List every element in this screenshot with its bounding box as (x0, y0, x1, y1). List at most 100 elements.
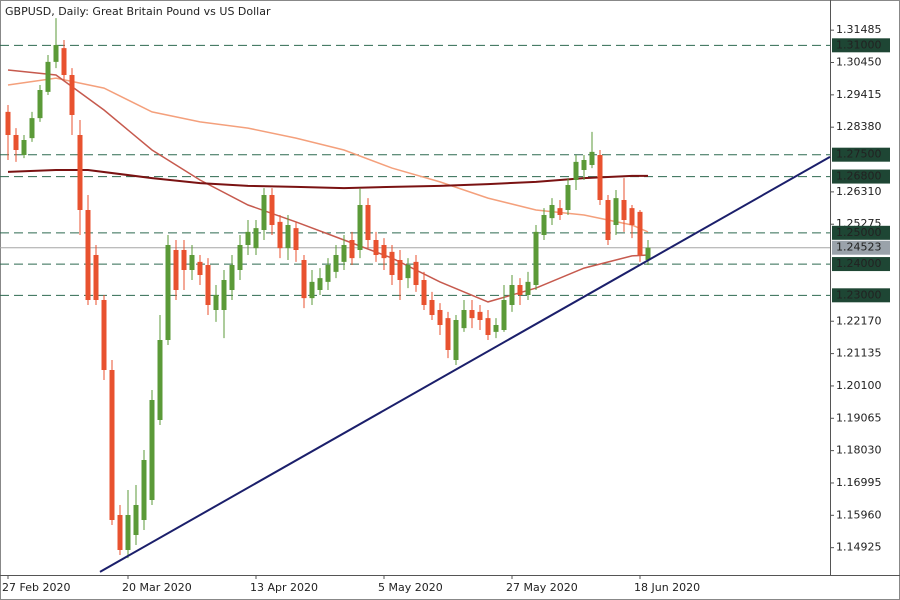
x-tick-label: 20 Mar 2020 (122, 581, 192, 594)
candle-body (445, 318, 451, 350)
candle-body (285, 225, 291, 249)
candle-body (253, 228, 259, 249)
level-label-box (832, 169, 890, 184)
candle-body (77, 135, 83, 210)
level-label: 1.23000 (836, 288, 882, 301)
candle-body (405, 265, 411, 279)
y-tick-label: 1.20100 (836, 379, 882, 392)
candle-body (301, 260, 307, 299)
level-label-box (832, 288, 890, 303)
candle-body (13, 135, 19, 150)
y-tick-label: 1.18030 (836, 444, 882, 457)
y-tick-label: 1.26310 (836, 185, 882, 198)
candle-body (517, 285, 523, 295)
candle-body (613, 198, 619, 225)
candle-body (125, 515, 131, 550)
candle-body (389, 251, 395, 275)
candle-body (525, 281, 531, 295)
candle-body (341, 245, 347, 262)
level-label-box (832, 147, 890, 162)
candle-body (493, 325, 499, 332)
candle-body (141, 460, 147, 520)
candle-body (45, 61, 51, 92)
trendline (99, 156, 831, 573)
candle-body (221, 280, 227, 310)
candle-body (357, 205, 363, 250)
y-tick-label: 1.31485 (836, 23, 882, 36)
candle-body (597, 155, 603, 200)
candle-body (325, 265, 331, 282)
y-tick-label: 1.14925 (836, 541, 882, 554)
x-tick-label: 18 Jun 2020 (634, 581, 700, 594)
candle-body (629, 208, 635, 225)
y-tick-label: 1.30450 (836, 56, 882, 69)
candle-body (645, 247, 651, 260)
candle-body (37, 90, 43, 119)
candle-body (549, 205, 555, 219)
candle-body (157, 340, 163, 420)
candle-body (189, 255, 195, 270)
candle-body (229, 265, 235, 290)
candle-body (509, 285, 515, 305)
y-tick-label: 1.21135 (836, 347, 882, 360)
candle-body (381, 245, 387, 259)
candle-body (5, 111, 11, 135)
level-label-box (832, 38, 890, 53)
candle-body (461, 310, 467, 329)
level-label-box (832, 225, 890, 240)
level-label: 1.25000 (836, 226, 882, 239)
candle-body (541, 215, 547, 235)
candle-body (309, 281, 315, 299)
candle-body (245, 231, 251, 245)
candle-body (413, 261, 419, 285)
candle-body (165, 245, 171, 340)
candle-body (429, 300, 435, 315)
candle-body (453, 320, 459, 360)
candle-body (29, 118, 35, 139)
candle-body (293, 228, 299, 250)
x-tick-label: 27 Feb 2020 (2, 581, 70, 594)
candle-body (637, 211, 643, 255)
candle-body (133, 505, 139, 535)
candle-body (333, 255, 339, 272)
candle-body (261, 195, 267, 230)
x-tick-label: 13 Apr 2020 (250, 581, 318, 594)
y-tick-label: 1.22170 (836, 314, 882, 327)
x-tick-label: 5 May 2020 (378, 581, 443, 594)
candle-body (589, 151, 595, 165)
y-tick-label: 1.16995 (836, 476, 882, 489)
candle-body (213, 295, 219, 310)
candle-body (485, 318, 491, 335)
candle-body (85, 210, 91, 300)
candle-body (205, 265, 211, 305)
candle-body (61, 48, 67, 75)
candle-body (349, 240, 355, 259)
candle-body (397, 260, 403, 280)
candle-body (149, 400, 155, 500)
candle-body (237, 245, 243, 270)
candle-body (69, 75, 75, 115)
candle-body (621, 200, 627, 220)
y-tick-label: 1.29415 (836, 88, 882, 101)
candle-body (581, 160, 587, 170)
level-label: 1.26800 (836, 170, 882, 183)
x-tick-label: 27 May 2020 (506, 581, 578, 594)
candle-body (605, 200, 611, 240)
candle-body (117, 515, 123, 550)
candle-body (477, 311, 483, 320)
candle-body (421, 280, 427, 305)
candle-body (501, 300, 507, 330)
level-label-box (832, 257, 890, 272)
candle-body (21, 140, 27, 155)
candle-body (173, 250, 179, 290)
level-label: 1.27500 (836, 148, 882, 161)
candle-body (109, 370, 115, 520)
candle-body (317, 278, 323, 290)
last-price-label: 1.24523 (836, 241, 882, 254)
candle-body (573, 161, 579, 180)
candle-body (53, 45, 59, 62)
last-price-box (832, 240, 890, 255)
y-tick-label: 1.15960 (836, 508, 882, 521)
candle-body (565, 185, 571, 210)
